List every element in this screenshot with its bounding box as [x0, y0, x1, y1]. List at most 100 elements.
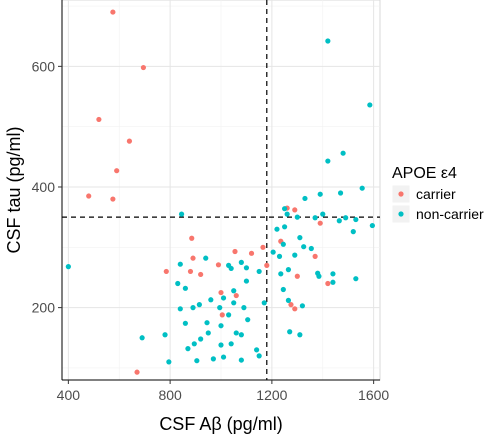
- data-point-non-carrier: [278, 271, 284, 277]
- data-point-non-carrier: [196, 302, 202, 308]
- data-point-non-carrier: [198, 336, 204, 342]
- y-axis-title: CSF tau (pg/ml): [4, 126, 24, 253]
- data-point-non-carrier: [299, 303, 306, 309]
- data-point-non-carrier: [316, 273, 322, 279]
- data-point-non-carrier: [256, 353, 262, 359]
- data-point-non-carrier: [317, 191, 323, 197]
- data-point-carrier: [190, 255, 196, 261]
- data-point-non-carrier: [238, 259, 244, 265]
- data-point-carrier: [189, 235, 195, 241]
- data-point-non-carrier: [175, 280, 181, 287]
- data-point-non-carrier: [210, 356, 216, 362]
- data-point-non-carrier: [325, 158, 331, 164]
- data-point-non-carrier: [191, 341, 197, 347]
- data-point-carrier: [215, 262, 222, 268]
- data-point-non-carrier: [217, 305, 223, 311]
- data-point-carrier: [126, 138, 133, 144]
- data-point-carrier: [248, 250, 255, 256]
- data-point-non-carrier: [312, 215, 318, 221]
- data-point-non-carrier: [302, 195, 308, 202]
- data-point-carrier: [288, 302, 294, 308]
- data-point-non-carrier: [270, 249, 276, 255]
- data-point-non-carrier: [343, 215, 349, 221]
- data-point-carrier: [312, 253, 318, 259]
- data-point-non-carrier: [220, 354, 227, 360]
- data-point-non-carrier: [297, 235, 303, 241]
- data-point-carrier: [163, 268, 169, 275]
- grid-minor: [62, 0, 380, 380]
- data-point-non-carrier: [194, 358, 200, 364]
- data-point-non-carrier: [238, 332, 244, 338]
- data-point-non-carrier: [166, 359, 172, 365]
- data-point-carrier: [232, 248, 238, 255]
- data-point-non-carrier: [228, 341, 234, 347]
- data-point-non-carrier: [359, 185, 365, 191]
- data-point-non-carrier: [276, 253, 283, 259]
- y-axis-ticks: 200 400 600: [32, 58, 62, 316]
- legend-marker-non-carrier: [398, 211, 404, 217]
- data-point-non-carrier: [294, 214, 300, 220]
- x-tick-label: 1600: [358, 387, 389, 403]
- data-point-non-carrier: [65, 264, 71, 270]
- x-tick-label: 800: [158, 387, 182, 403]
- data-point-non-carrier: [245, 317, 251, 323]
- data-point-non-carrier: [203, 255, 209, 261]
- data-point-carrier: [114, 168, 120, 174]
- legend-items: carrier non-carrier: [391, 184, 484, 224]
- data-point-carrier: [264, 262, 270, 268]
- data-point-non-carrier: [261, 300, 267, 306]
- data-point-carrier: [325, 280, 331, 287]
- data-point-non-carrier: [178, 211, 185, 217]
- data-point-carrier: [134, 369, 140, 375]
- data-point-carrier: [86, 193, 92, 199]
- reference-lines: [62, 0, 380, 380]
- data-point-non-carrier: [185, 346, 191, 352]
- data-point-non-carrier: [218, 323, 224, 329]
- data-point-non-carrier: [182, 285, 188, 291]
- data-point-non-carrier: [139, 335, 145, 341]
- legend: APOE ε4 carrier non-carrier: [391, 165, 484, 224]
- data-point-non-carrier: [336, 218, 342, 224]
- data-point-non-carrier: [226, 312, 232, 318]
- data-point-non-carrier: [220, 295, 227, 301]
- data-point-non-carrier: [177, 306, 183, 312]
- legend-title: APOE ε4: [392, 165, 457, 182]
- data-point-carrier: [219, 312, 225, 318]
- data-point-non-carrier: [284, 211, 290, 217]
- data-point-non-carrier: [285, 267, 292, 273]
- data-point-non-carrier: [231, 300, 237, 306]
- data-point-non-carrier: [243, 265, 250, 271]
- y-tick-label: 400: [32, 179, 56, 195]
- x-axis-title: CSF Aβ (pg/ml): [159, 414, 282, 434]
- data-point-carrier: [110, 196, 116, 202]
- x-tick-label: 1200: [256, 387, 287, 403]
- data-point-carrier: [292, 306, 298, 312]
- data-point-carrier: [260, 244, 266, 250]
- x-tick-label: 400: [57, 387, 81, 403]
- data-point-carrier: [294, 273, 300, 279]
- data-point-non-carrier: [208, 297, 214, 303]
- data-point-non-carrier: [162, 332, 168, 338]
- y-tick-label: 600: [32, 58, 56, 74]
- data-point-carrier: [292, 207, 298, 213]
- y-tick-label: 200: [32, 300, 56, 316]
- data-point-non-carrier: [282, 206, 288, 212]
- data-point-non-carrier: [330, 271, 336, 277]
- legend-label-carrier: carrier: [416, 186, 456, 202]
- data-point-non-carrier: [256, 268, 262, 275]
- data-point-non-carrier: [320, 211, 326, 217]
- data-point-non-carrier: [369, 222, 375, 229]
- data-point-non-carrier: [280, 241, 286, 247]
- data-point-carrier: [96, 116, 102, 123]
- data-point-non-carrier: [330, 279, 336, 285]
- data-point-non-carrier: [340, 150, 346, 156]
- grid-major: [62, 0, 380, 380]
- data-point-non-carrier: [238, 357, 244, 363]
- data-point-non-carrier: [280, 286, 286, 293]
- data-point-non-carrier: [325, 38, 331, 44]
- data-point-carrier: [110, 9, 116, 15]
- data-point-non-carrier: [301, 244, 307, 250]
- data-point-non-carrier: [353, 216, 359, 223]
- x-axis-ticks: 400 800 1200 1600: [57, 380, 389, 403]
- legend-marker-carrier: [398, 191, 404, 197]
